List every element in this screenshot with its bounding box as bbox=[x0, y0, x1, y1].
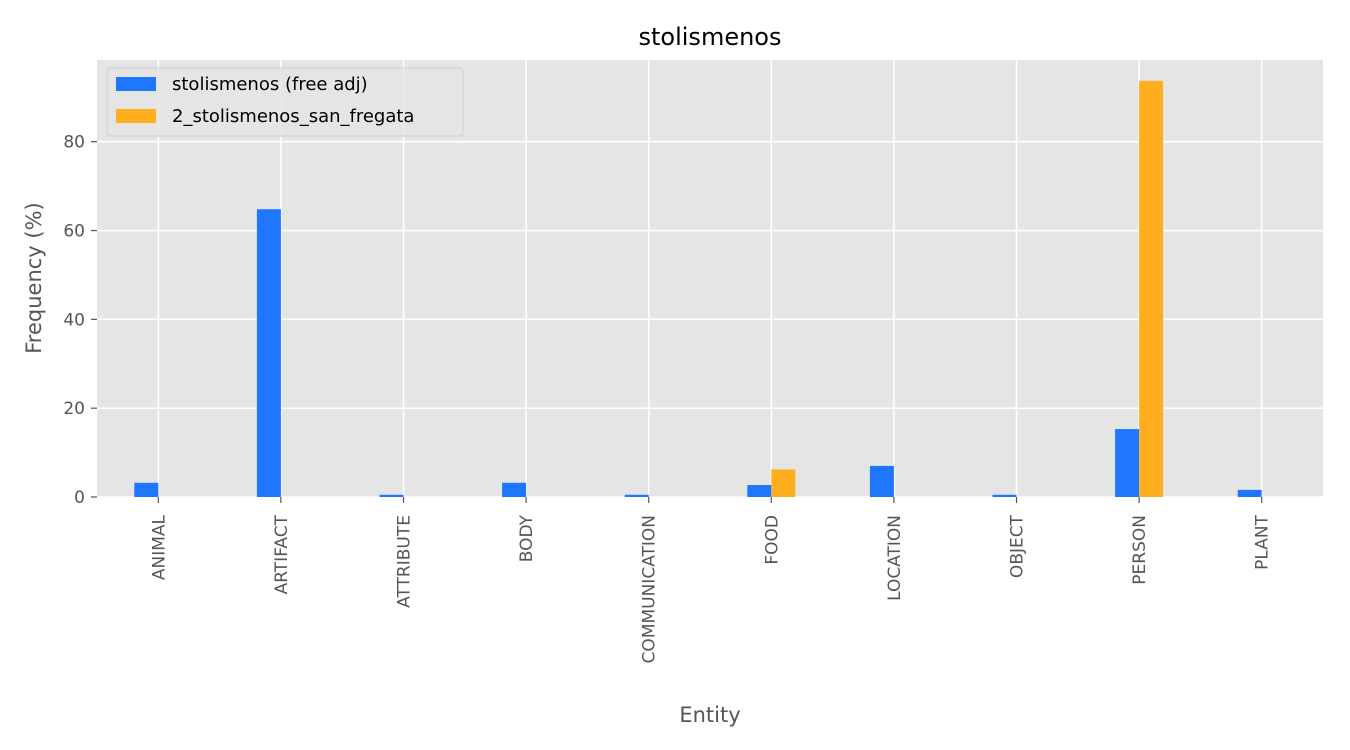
y-tick-label: 60 bbox=[63, 222, 85, 242]
x-tick-label: ATTRIBUTE bbox=[395, 515, 415, 608]
bar-free-adj-object bbox=[992, 494, 1017, 497]
x-tick-label: BODY bbox=[517, 514, 537, 562]
y-tick-label: 40 bbox=[63, 310, 85, 330]
bar-free-adj-location bbox=[869, 465, 894, 497]
legend-box bbox=[106, 67, 464, 137]
x-tick-label: PLANT bbox=[1253, 514, 1273, 569]
bar-free-adj-person bbox=[1115, 429, 1140, 497]
legend-swatch-san-fregata bbox=[116, 109, 156, 123]
x-tick-label: ANIMAL bbox=[149, 514, 169, 580]
bar-free-adj-plant bbox=[1237, 489, 1262, 497]
bars bbox=[134, 80, 1262, 497]
legend: stolismenos (free adj) 2_stolismenos_san… bbox=[106, 67, 464, 137]
bar-free-adj-food bbox=[747, 485, 772, 497]
y-axis: 0 20 40 60 80 bbox=[63, 133, 97, 508]
bar-free-adj-communication bbox=[624, 494, 649, 497]
x-tick-label: PERSON bbox=[1130, 515, 1150, 585]
x-tick-label: FOOD bbox=[762, 515, 782, 565]
x-axis-title: Entity bbox=[679, 703, 740, 727]
x-tick-label: COMMUNICATION bbox=[640, 515, 660, 663]
legend-label-san-fregata: 2_stolismenos_san_fregata bbox=[172, 106, 414, 127]
bar-san-fregata-person bbox=[1139, 80, 1164, 497]
y-tick-label: 0 bbox=[74, 488, 85, 508]
x-tick-label: LOCATION bbox=[885, 515, 905, 601]
x-tick-label: OBJECT bbox=[1008, 514, 1028, 578]
x-axis: ANIMAL ARTIFACT ATTRIBUTE BODY COMMUNICATION… bbox=[149, 497, 1273, 663]
legend-swatch-free-adj bbox=[116, 77, 156, 91]
bar-san-fregata-food bbox=[771, 469, 796, 497]
x-tick-label: ARTIFACT bbox=[272, 514, 292, 594]
bar-free-adj-animal bbox=[134, 482, 159, 497]
y-axis-title: Frequency (%) bbox=[22, 202, 46, 354]
bar-free-adj-artifact bbox=[256, 209, 281, 497]
legend-label-free-adj: stolismenos (free adj) bbox=[172, 74, 368, 95]
y-tick-label: 80 bbox=[63, 133, 85, 153]
bar-free-adj-attribute bbox=[379, 494, 404, 497]
bar-free-adj-body bbox=[502, 482, 527, 497]
y-tick-label: 20 bbox=[63, 399, 85, 419]
chart-title: stolismenos bbox=[639, 23, 782, 51]
